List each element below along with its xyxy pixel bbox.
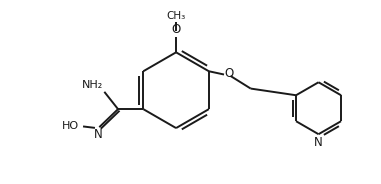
Text: N: N xyxy=(314,136,323,149)
Text: N: N xyxy=(94,128,103,141)
Text: O: O xyxy=(171,23,181,36)
Text: HO: HO xyxy=(62,121,79,131)
Text: NH₂: NH₂ xyxy=(82,80,103,90)
Text: CH₃: CH₃ xyxy=(166,11,186,21)
Text: O: O xyxy=(225,67,234,80)
